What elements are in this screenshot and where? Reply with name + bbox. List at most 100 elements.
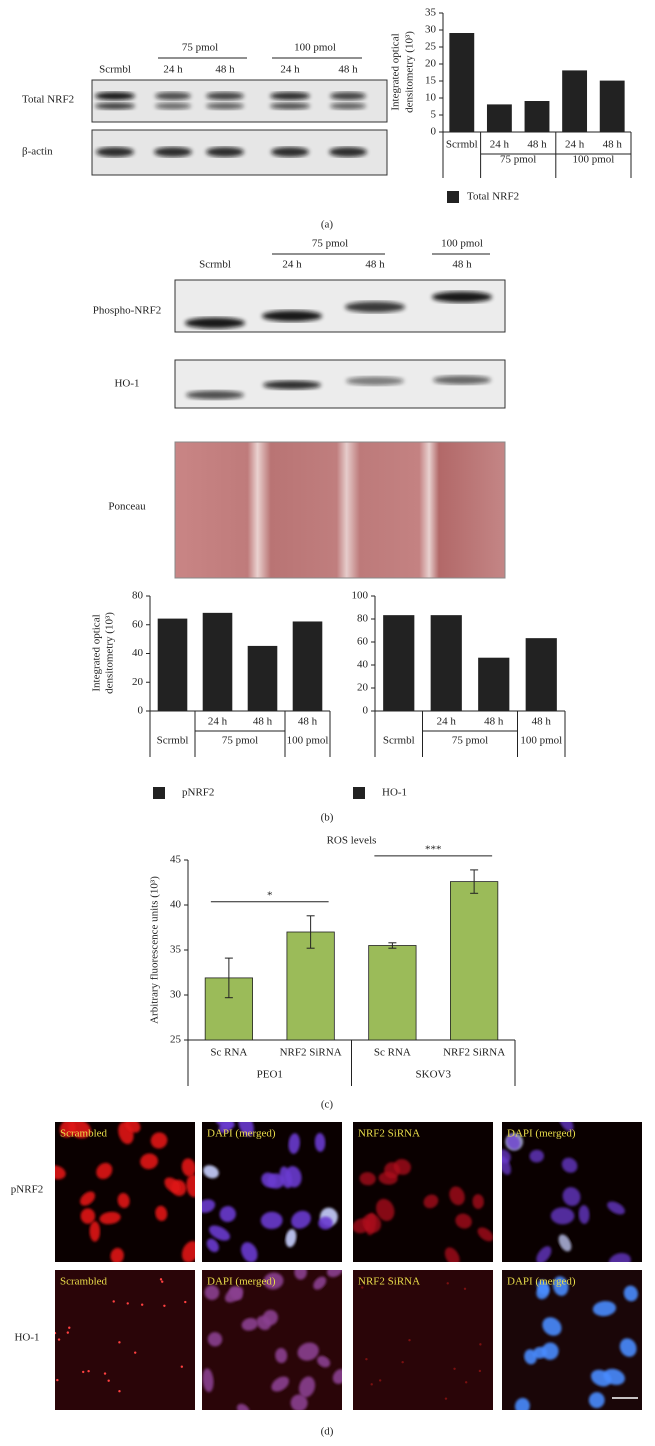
legend-swatch bbox=[447, 191, 459, 203]
cell bbox=[477, 1227, 493, 1242]
cell bbox=[290, 1394, 308, 1410]
speck bbox=[453, 1367, 456, 1370]
blot-band bbox=[95, 102, 135, 110]
lane-label: 48 h bbox=[365, 259, 385, 271]
cell bbox=[124, 1122, 141, 1133]
lane-label: 48 h bbox=[338, 64, 358, 76]
x-tick-label: NRF2 SiRNA bbox=[443, 1047, 505, 1059]
blot-band bbox=[155, 92, 191, 100]
y-tick-label: 40 bbox=[132, 647, 144, 659]
lane-label: Scrmbl bbox=[99, 64, 131, 76]
cell bbox=[529, 1149, 544, 1163]
row-label: Ponceau bbox=[108, 501, 146, 513]
x-tick-label: 24 h bbox=[565, 139, 585, 151]
y-axis-label: densitometry (10³) bbox=[104, 612, 116, 694]
cell bbox=[202, 1368, 214, 1393]
caption: (d) bbox=[321, 1426, 334, 1438]
cell bbox=[186, 1174, 195, 1198]
speck bbox=[57, 1338, 61, 1341]
cell bbox=[455, 1213, 472, 1229]
cell bbox=[241, 1317, 258, 1331]
blot-band bbox=[262, 310, 322, 322]
row-label: HO-1 bbox=[14, 1332, 39, 1344]
cell bbox=[219, 1206, 236, 1223]
blot-band bbox=[263, 380, 321, 390]
y-tick-label: 45 bbox=[170, 854, 182, 866]
group-label: PEO1 bbox=[257, 1069, 283, 1081]
blot-band bbox=[185, 317, 245, 329]
row-label: HO-1 bbox=[114, 378, 139, 390]
group-label: SKOV3 bbox=[416, 1069, 452, 1081]
bar bbox=[383, 615, 415, 712]
group-label: 100 pmol bbox=[572, 154, 614, 166]
cell bbox=[155, 1205, 168, 1222]
speck bbox=[55, 1331, 57, 1335]
speck bbox=[134, 1351, 137, 1354]
row-label: Total NRF2 bbox=[22, 94, 74, 106]
y-tick-label: 20 bbox=[425, 58, 437, 70]
cell bbox=[55, 1165, 66, 1180]
x-tick-label: 48 h bbox=[484, 716, 504, 728]
lane-label: 24 h bbox=[280, 64, 300, 76]
cell bbox=[236, 1403, 250, 1410]
blot-band bbox=[329, 147, 367, 157]
blot-band bbox=[432, 291, 492, 303]
cell bbox=[181, 1240, 195, 1262]
cell bbox=[376, 1198, 395, 1222]
bar bbox=[430, 615, 462, 712]
cell bbox=[393, 1159, 411, 1175]
speck bbox=[118, 1341, 121, 1344]
bar bbox=[247, 645, 278, 712]
cell bbox=[623, 1285, 638, 1302]
significance-label: *** bbox=[425, 843, 442, 855]
speck bbox=[478, 1369, 482, 1373]
speck bbox=[370, 1383, 373, 1386]
bar bbox=[450, 881, 499, 1041]
y-tick-label: 15 bbox=[425, 75, 437, 87]
caption: (c) bbox=[321, 1099, 334, 1111]
image-bg bbox=[353, 1122, 493, 1262]
group-label: 75 pmol bbox=[452, 735, 488, 747]
speck bbox=[107, 1379, 110, 1382]
cell bbox=[362, 1213, 382, 1233]
y-axis-label: Integrated optical bbox=[390, 33, 402, 110]
cell bbox=[317, 1355, 331, 1368]
x-tick-label: 24 h bbox=[208, 716, 228, 728]
x-tick-label: 24 h bbox=[490, 139, 510, 151]
cell bbox=[96, 1162, 113, 1180]
panel-label: NRF2 SiRNA bbox=[358, 1128, 420, 1140]
ponceau-stain bbox=[174, 441, 506, 579]
panel-label: DAPI (merged) bbox=[207, 1128, 276, 1140]
speck bbox=[68, 1326, 71, 1329]
micrograph: NRF2 SiRNA bbox=[353, 1122, 493, 1262]
speck bbox=[464, 1381, 468, 1384]
cell bbox=[561, 1157, 578, 1173]
blot-band bbox=[206, 147, 244, 157]
blot-band bbox=[206, 92, 244, 100]
speck bbox=[159, 1278, 163, 1281]
bar bbox=[599, 80, 625, 133]
blot-band bbox=[271, 147, 309, 157]
micrograph: DAPI (merged) bbox=[202, 1122, 342, 1262]
caption: (a) bbox=[321, 219, 334, 231]
y-tick-label: 60 bbox=[132, 618, 144, 630]
x-tick-label: 48 h bbox=[298, 716, 318, 728]
legend-label: Total NRF2 bbox=[467, 191, 519, 203]
cell bbox=[294, 1270, 307, 1280]
y-tick-label: 35 bbox=[170, 944, 182, 956]
condition-label: 100 pmol bbox=[294, 42, 336, 54]
x-tick-label: 24 h bbox=[437, 716, 457, 728]
cell bbox=[99, 1211, 121, 1225]
cell bbox=[297, 1342, 319, 1361]
bar bbox=[157, 618, 188, 712]
x-tick-label: 48 h bbox=[253, 716, 273, 728]
lane-label: 24 h bbox=[282, 259, 302, 271]
speck bbox=[66, 1331, 70, 1334]
x-tick-label: Scrmbl bbox=[157, 735, 189, 747]
image-bg bbox=[55, 1122, 195, 1262]
cell bbox=[472, 1194, 484, 1210]
cell bbox=[558, 1234, 572, 1252]
cell bbox=[164, 1177, 181, 1193]
micrograph: DAPI (merged) bbox=[502, 1270, 642, 1410]
micrograph: DAPI (merged) bbox=[202, 1270, 342, 1410]
